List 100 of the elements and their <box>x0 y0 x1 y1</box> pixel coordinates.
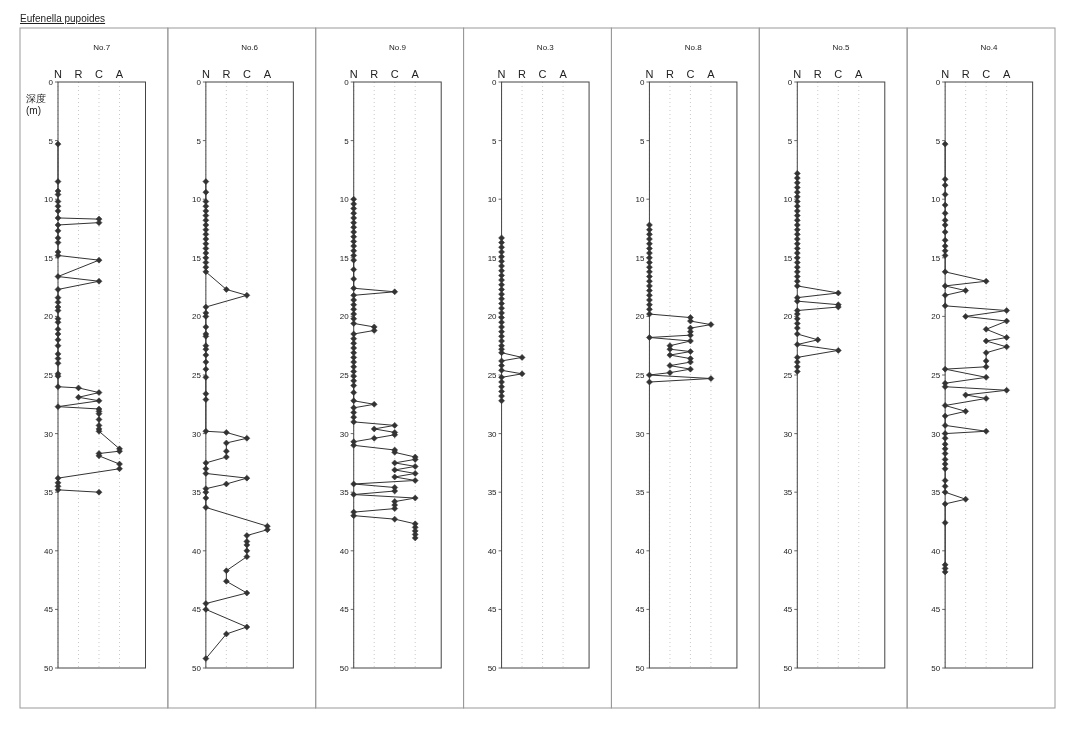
x-tick-label: C <box>390 68 399 80</box>
y-tick-label: 40 <box>44 546 54 556</box>
x-tick-label: R <box>74 68 83 80</box>
y-tick-label: 45 <box>487 605 498 615</box>
x-tick-label: R <box>665 68 674 80</box>
y-tick-label: 35 <box>191 488 202 498</box>
y-tick-label: 45 <box>191 605 202 615</box>
y-tick-label: 40 <box>783 546 793 556</box>
y-tick-label: 25 <box>783 371 793 380</box>
y-tick-label: 20 <box>931 312 941 322</box>
y-tick-label: 5 <box>787 136 793 146</box>
y-tick-label: 0 <box>48 78 54 87</box>
x-tick-label: N <box>349 68 358 80</box>
x-tick-label: C <box>242 68 251 80</box>
x-tick-label: A <box>855 68 864 80</box>
chart-title: No.4 <box>980 43 998 52</box>
x-tick-label: A <box>263 68 272 80</box>
y-tick-label: 30 <box>783 429 793 439</box>
y-tick-label: 15 <box>783 253 793 263</box>
x-tick-label: R <box>370 68 379 80</box>
x-tick-label: N <box>54 68 63 80</box>
y-tick-label: 20 <box>339 312 350 322</box>
y-tick-label: 25 <box>339 371 350 380</box>
y-tick-label: 30 <box>931 429 941 439</box>
y-tick-label: 45 <box>783 605 793 615</box>
x-tick-label: N <box>201 68 210 80</box>
y-tick-label: 40 <box>191 546 202 556</box>
x-tick-label: C <box>95 68 104 80</box>
y-axis-title: 深度 (m) <box>26 93 46 116</box>
y-tick-label: 50 <box>783 664 793 673</box>
y-tick-label: 10 <box>635 195 645 205</box>
y-tick-label: 15 <box>339 253 350 263</box>
x-tick-label: C <box>834 68 843 80</box>
y-tick-label: 10 <box>487 195 498 205</box>
y-tick-label: 25 <box>44 371 54 380</box>
y-tick-label: 45 <box>339 605 350 615</box>
y-tick-label: 10 <box>339 195 350 205</box>
y-tick-label: 25 <box>931 371 941 380</box>
y-tick-label: 0 <box>935 78 941 87</box>
y-tick-label: 0 <box>344 78 350 87</box>
x-tick-label: N <box>645 68 654 80</box>
y-tick-label: 50 <box>487 664 498 673</box>
y-tick-label: 25 <box>635 371 645 380</box>
y-tick-label: 15 <box>487 253 498 263</box>
y-tick-label: 35 <box>487 488 498 498</box>
x-tick-label: C <box>982 68 991 80</box>
x-tick-label: N <box>497 68 506 80</box>
y-tick-label: 10 <box>931 195 941 205</box>
y-tick-label: 40 <box>339 546 350 556</box>
y-tick-label: 35 <box>44 488 54 498</box>
x-tick-label: A <box>559 68 568 80</box>
x-tick-label: R <box>961 68 970 80</box>
y-tick-label: 30 <box>635 429 645 439</box>
y-tick-label: 35 <box>783 488 793 498</box>
y-tick-label: 5 <box>935 136 941 146</box>
y-tick-label: 20 <box>191 312 202 322</box>
y-tick-label: 20 <box>44 312 54 322</box>
x-tick-label: A <box>115 68 124 80</box>
y-tick-label: 35 <box>931 488 941 498</box>
chart-title: No.9 <box>389 43 407 52</box>
y-tick-label: 5 <box>492 136 498 146</box>
x-tick-label: C <box>538 68 547 80</box>
chart-title: No.3 <box>536 43 555 52</box>
x-tick-label: R <box>813 68 822 80</box>
y-tick-label: 40 <box>487 546 498 556</box>
x-tick-label: R <box>518 68 527 80</box>
y-tick-label: 0 <box>196 78 202 87</box>
y-tick-label: 5 <box>196 136 202 146</box>
y-tick-label: 30 <box>191 429 202 439</box>
y-tick-label: 5 <box>639 136 645 146</box>
y-tick-label: 50 <box>339 664 350 673</box>
x-tick-label: N <box>793 68 802 80</box>
y-tick-label: 0 <box>492 78 498 87</box>
chart-title: No.5 <box>832 43 851 52</box>
y-tick-label: 20 <box>783 312 793 322</box>
y-tick-label: 45 <box>635 605 645 615</box>
y-tick-label: 5 <box>48 136 54 146</box>
x-tick-label: R <box>222 68 231 80</box>
y-tick-label: 5 <box>344 136 350 146</box>
y-tick-label: 15 <box>44 253 54 263</box>
x-tick-label: N <box>941 68 950 80</box>
y-tick-label: 10 <box>44 195 54 205</box>
chart-title: No.7 <box>93 43 111 52</box>
x-tick-label: A <box>1002 68 1011 80</box>
y-tick-label: 10 <box>783 195 793 205</box>
chart-title: No.6 <box>241 43 259 52</box>
x-tick-label: C <box>686 68 695 80</box>
y-tick-label: 10 <box>191 195 202 205</box>
x-tick-label: A <box>707 68 716 80</box>
y-tick-label: 0 <box>787 78 793 87</box>
y-tick-label: 15 <box>635 253 645 263</box>
y-tick-label: 35 <box>339 488 350 498</box>
y-tick-label: 30 <box>487 429 498 439</box>
y-tick-label: 0 <box>639 78 645 87</box>
y-tick-label: 30 <box>44 429 54 439</box>
y-tick-label: 50 <box>635 664 645 673</box>
text: Eufenella pupoides <box>20 13 106 24</box>
chart-title: No.8 <box>684 43 703 52</box>
y-tick-label: 25 <box>487 371 498 380</box>
y-tick-label: 50 <box>191 664 202 673</box>
